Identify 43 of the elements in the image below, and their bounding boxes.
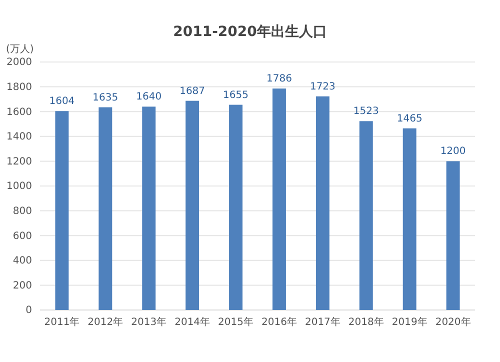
y-tick-label: 0 — [26, 305, 32, 316]
y-tick-label: 2000 — [6, 57, 32, 68]
bar — [55, 111, 69, 310]
data-label: 1723 — [310, 81, 336, 92]
bar — [229, 104, 243, 310]
bar — [446, 161, 460, 310]
x-tick-label: 2011年 — [44, 316, 80, 328]
x-tick-label: 2013年 — [131, 316, 167, 328]
chart-title: 2011-2020年出生人口 — [173, 24, 327, 40]
y-tick-label: 200 — [12, 280, 32, 292]
x-tick-label: 2018年 — [348, 316, 384, 328]
data-label: 1523 — [353, 106, 379, 118]
x-tick-label: 2019年 — [392, 316, 428, 328]
data-label: 1635 — [92, 92, 118, 104]
x-tick-label: 2020年 — [435, 316, 471, 328]
y-tick-label: 400 — [12, 256, 32, 267]
data-label: 1786 — [266, 74, 292, 85]
data-label: 1604 — [49, 96, 75, 108]
data-label: 1640 — [136, 92, 162, 103]
y-tick-label: 1200 — [6, 156, 32, 168]
data-label: 1655 — [223, 90, 248, 101]
bar — [142, 106, 156, 310]
x-tick-label: 2016年 — [262, 316, 297, 328]
y-tick-label: 1400 — [6, 132, 32, 143]
data-label: 1687 — [180, 86, 206, 97]
y-tick-label: 600 — [12, 230, 32, 242]
x-tick-label: 2017年 — [304, 316, 340, 328]
x-tick-label: 2012年 — [88, 316, 124, 328]
bar — [98, 107, 112, 310]
bar — [359, 121, 373, 310]
data-label: 1200 — [440, 146, 466, 158]
y-axis-title: (万人) — [6, 44, 34, 55]
y-tick-label: 800 — [12, 206, 32, 217]
bar — [316, 96, 330, 310]
bar — [186, 100, 200, 310]
y-tick-label: 1800 — [6, 82, 32, 93]
data-label: 1465 — [396, 113, 422, 124]
y-tick-label: 1000 — [6, 181, 32, 192]
bar — [402, 128, 416, 310]
x-tick-label: 2014年 — [174, 316, 210, 328]
y-tick-label: 1600 — [6, 106, 32, 118]
x-tick-label: 2015年 — [218, 316, 254, 328]
bar — [272, 88, 286, 310]
